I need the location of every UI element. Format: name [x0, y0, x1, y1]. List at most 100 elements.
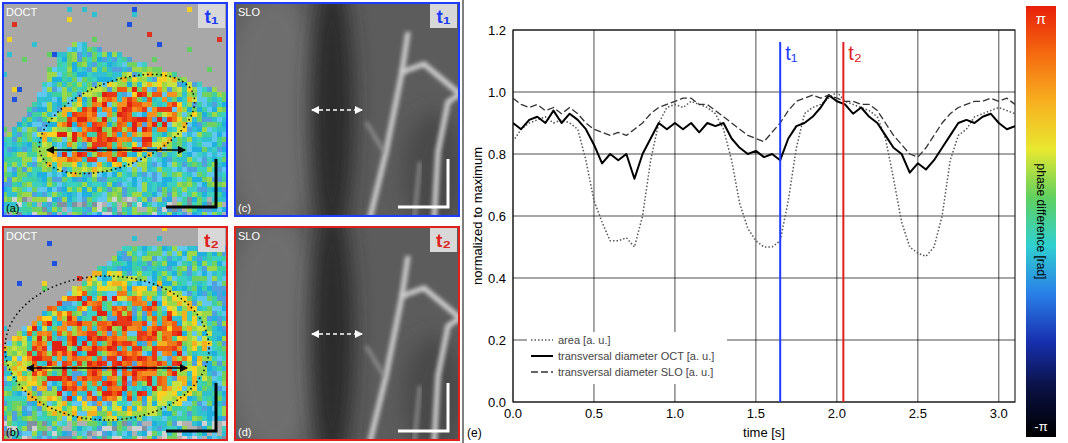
image-pixel — [182, 291, 187, 296]
image-pixel — [152, 67, 157, 72]
image-pixel — [142, 331, 147, 336]
image-pixel — [192, 316, 197, 321]
image-pixel — [112, 122, 117, 127]
image-pixel — [152, 276, 157, 281]
image-pixel — [87, 157, 92, 162]
image-pixel — [207, 167, 212, 172]
image-pixel — [127, 122, 132, 127]
image-pixel — [97, 52, 102, 57]
image-pixel — [177, 331, 182, 336]
image-pixel — [87, 331, 92, 336]
image-pixel — [82, 72, 87, 77]
image-pixel — [27, 117, 32, 122]
image-pixel — [67, 142, 72, 147]
image-pixel — [132, 306, 137, 311]
image-pixel — [37, 326, 42, 331]
image-pixel — [32, 182, 37, 187]
image-pixel — [87, 311, 92, 316]
image-pixel — [152, 271, 157, 276]
image-pixel — [72, 112, 77, 117]
image-pixel — [142, 246, 147, 251]
image-pixel — [157, 132, 162, 137]
image-pixel — [147, 192, 152, 197]
image-pixel — [132, 187, 137, 192]
image-pixel — [142, 261, 147, 266]
image-pixel — [147, 117, 152, 122]
image-pixel — [192, 112, 197, 117]
image-pixel — [97, 316, 102, 321]
image-pixel — [152, 331, 157, 336]
image-pixel — [157, 301, 162, 306]
image-pixel — [127, 321, 132, 326]
image-pixel — [67, 202, 72, 207]
image-pixel — [62, 202, 67, 207]
image-pixel — [207, 177, 212, 182]
image-pixel — [182, 162, 187, 167]
image-pixel — [212, 117, 217, 122]
image-pixel — [82, 42, 87, 47]
image-pixel — [142, 271, 147, 276]
image-pixel — [52, 152, 57, 157]
image-pixel — [107, 152, 112, 157]
image-pixel — [217, 202, 222, 207]
image-pixel — [92, 62, 97, 67]
image-pixel — [147, 172, 152, 177]
image-pixel — [52, 207, 57, 212]
image-pixel — [77, 326, 82, 331]
image-pixel — [47, 97, 52, 102]
image-pixel — [47, 241, 52, 246]
image-pixel — [97, 187, 102, 192]
image-pixel — [27, 177, 32, 182]
image-pixel — [192, 321, 197, 326]
image-pixel — [82, 132, 87, 137]
image-pixel — [87, 177, 92, 182]
image-pixel — [52, 321, 57, 326]
image-pixel — [127, 22, 132, 27]
image-pixel — [192, 256, 197, 261]
image-pixel — [122, 336, 127, 341]
image-pixel — [152, 87, 157, 92]
image-pixel — [77, 52, 82, 57]
image-pixel — [187, 266, 192, 271]
image-pixel — [132, 107, 137, 112]
image-pixel — [87, 167, 92, 172]
image-pixel — [217, 167, 222, 172]
image-pixel — [132, 92, 137, 97]
image-pixel — [82, 182, 87, 187]
image-pixel — [87, 281, 92, 286]
image-pixel — [62, 107, 67, 112]
image-pixel — [162, 192, 167, 197]
image-pixel — [197, 336, 202, 341]
image-pixel — [107, 197, 112, 202]
image-pixel — [102, 291, 107, 296]
image-pixel — [97, 57, 102, 62]
image-pixel — [162, 187, 167, 192]
image-pixel — [62, 306, 67, 311]
image-pixel — [122, 142, 127, 147]
image-pixel — [27, 326, 32, 331]
image-pixel — [107, 92, 112, 97]
image-pixel — [182, 97, 187, 102]
image-pixel — [102, 77, 107, 82]
image-pixel — [182, 102, 187, 107]
image-pixel — [62, 336, 67, 341]
image-pixel — [102, 301, 107, 306]
image-pixel — [152, 122, 157, 127]
image-pixel — [92, 37, 97, 42]
image-pixel — [217, 92, 222, 97]
image-pixel — [157, 177, 162, 182]
image-pixel — [42, 316, 47, 321]
image-pixel — [142, 97, 147, 102]
image-pixel — [217, 311, 222, 316]
image-pixel — [162, 122, 167, 127]
image-pixel — [122, 266, 127, 271]
image-pixel — [82, 167, 87, 172]
image-pixel — [177, 182, 182, 187]
image-pixel — [22, 197, 27, 202]
image-pixel — [187, 137, 192, 142]
image-pixel — [117, 192, 122, 197]
image-pixel — [187, 306, 192, 311]
image-pixel — [82, 301, 87, 306]
image-pixel — [167, 112, 172, 117]
image-pixel — [197, 122, 202, 127]
